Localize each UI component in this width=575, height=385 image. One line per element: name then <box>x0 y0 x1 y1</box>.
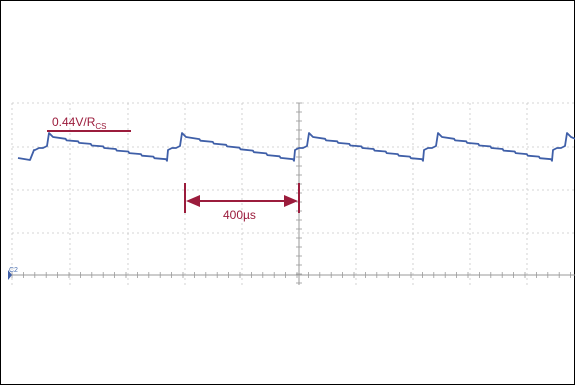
trace-waveform <box>17 132 575 162</box>
period-label: 400µs <box>223 208 256 222</box>
channel-ground-marker <box>8 270 12 280</box>
period-arrow-left <box>186 195 200 207</box>
scope-grid <box>11 102 575 285</box>
scope-annotations: 0.44V/RCS 400µs <box>47 115 300 222</box>
channel-marker: C2 <box>9 267 18 274</box>
period-arrow-right <box>284 195 298 207</box>
scope-trace <box>8 132 575 280</box>
current-limit-label: 0.44V/RCS <box>52 115 106 131</box>
